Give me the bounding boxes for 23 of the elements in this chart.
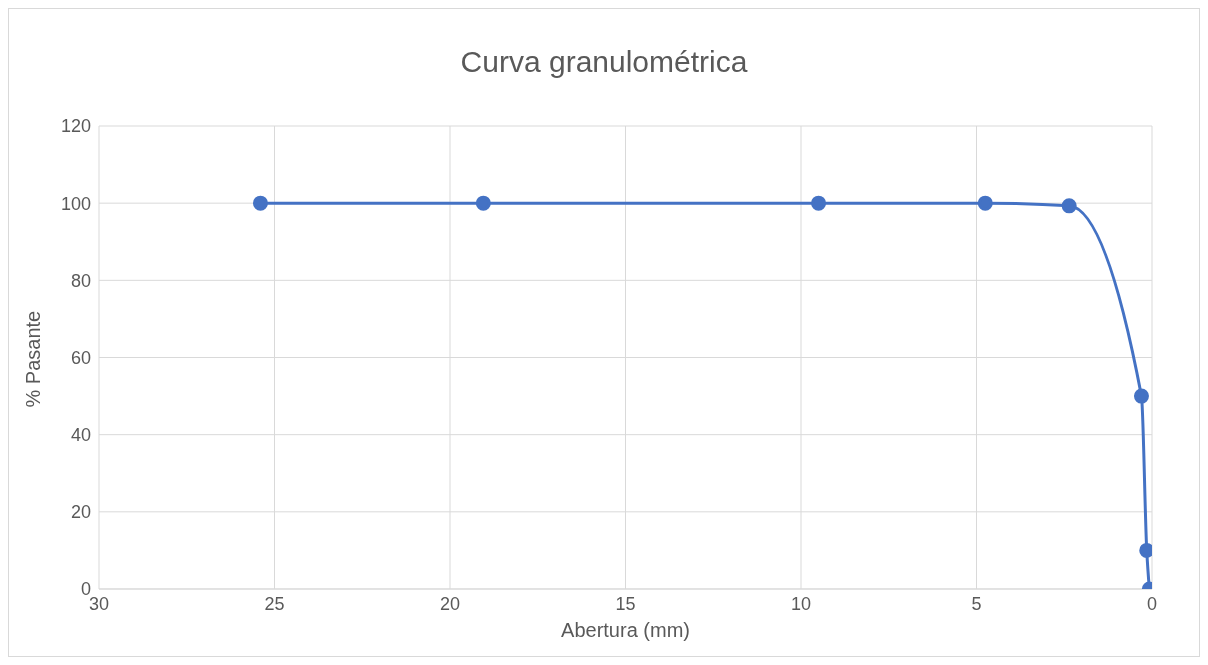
point: [977, 195, 993, 211]
y-tick-label: 0: [80, 579, 91, 600]
point: [1061, 198, 1077, 214]
y-tick-label: 20: [70, 502, 91, 523]
y-tick-label: 80: [70, 270, 91, 291]
x-tick-label: 10: [790, 593, 812, 614]
x-axis-title: Abertura (mm): [561, 619, 690, 641]
x-tick-label: 25: [264, 593, 285, 614]
x-tick-label: 15: [615, 593, 636, 614]
x-tick-label: 30: [88, 593, 110, 614]
y-tick-label: 60: [70, 347, 91, 368]
chart-title: Curva granulométrica: [459, 45, 749, 79]
point: [475, 195, 491, 211]
x-tick-label: 0: [1146, 593, 1158, 614]
x-tick-label: 5: [971, 593, 982, 614]
point: [1133, 388, 1149, 404]
point: [252, 195, 268, 211]
y-tick-label: 120: [60, 116, 91, 137]
y-tick-label: 100: [60, 193, 91, 214]
x-tick-label: 20: [439, 593, 461, 614]
y-tick-label: 40: [70, 425, 91, 446]
point: [811, 195, 827, 211]
y-axis-title: % Pasante: [22, 310, 45, 408]
